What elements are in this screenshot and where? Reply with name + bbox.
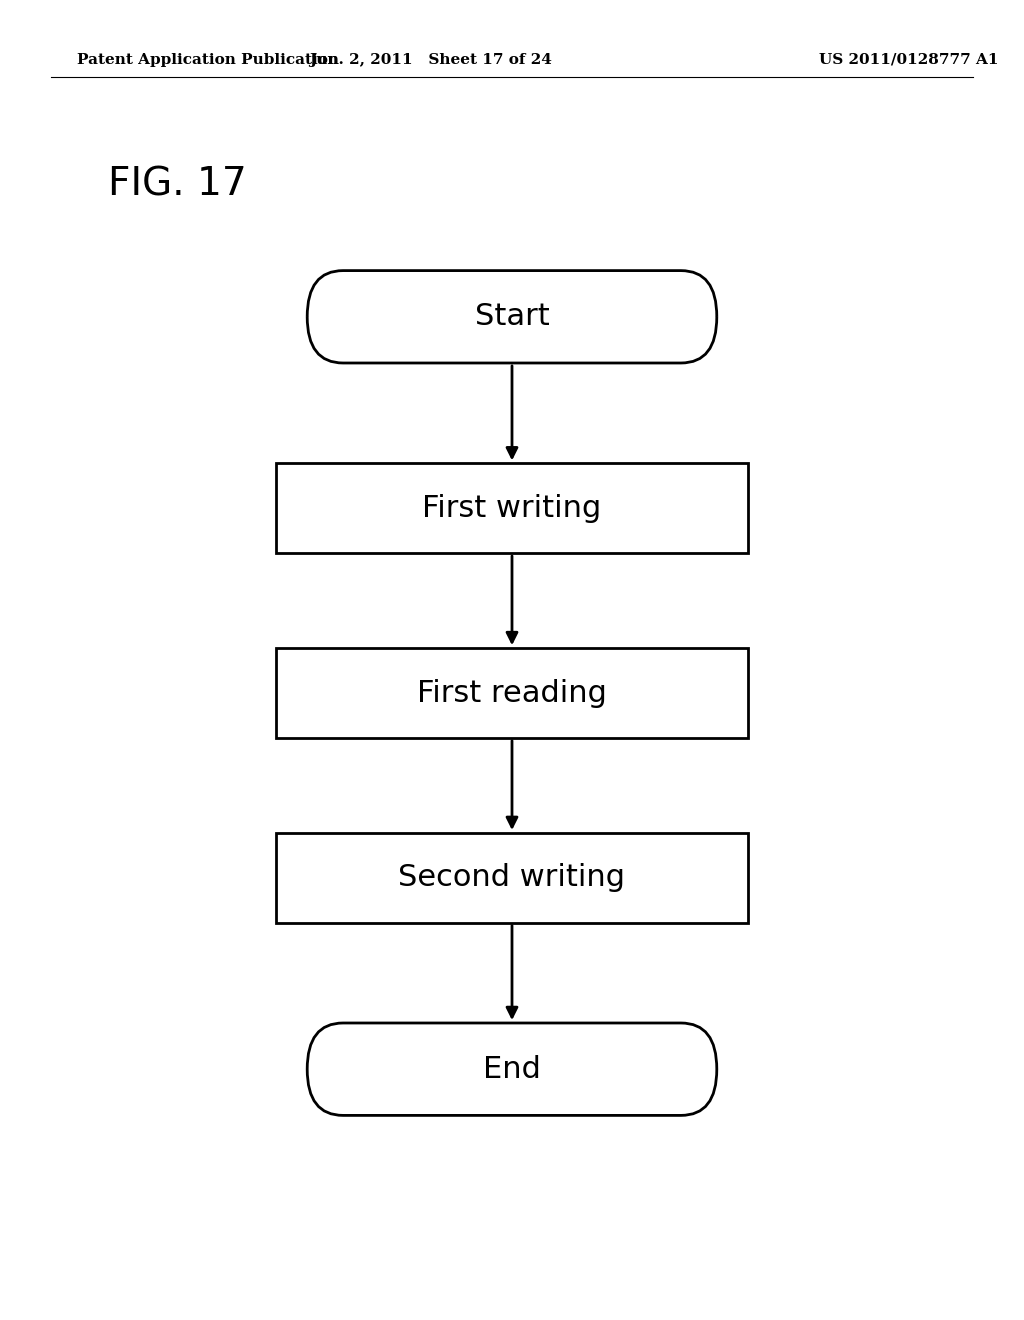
Text: Patent Application Publication: Patent Application Publication — [77, 53, 339, 67]
FancyBboxPatch shape — [307, 271, 717, 363]
Bar — [276, 463, 748, 553]
FancyBboxPatch shape — [307, 1023, 717, 1115]
Text: End: End — [483, 1055, 541, 1084]
Text: Jun. 2, 2011   Sheet 17 of 24: Jun. 2, 2011 Sheet 17 of 24 — [308, 53, 552, 67]
Text: US 2011/0128777 A1: US 2011/0128777 A1 — [819, 53, 998, 67]
Text: First writing: First writing — [422, 494, 602, 523]
Text: FIG. 17: FIG. 17 — [108, 165, 246, 203]
Bar — [276, 833, 748, 923]
Text: Second writing: Second writing — [398, 863, 626, 892]
Text: Start: Start — [475, 302, 549, 331]
Bar — [276, 648, 748, 738]
Text: First reading: First reading — [417, 678, 607, 708]
